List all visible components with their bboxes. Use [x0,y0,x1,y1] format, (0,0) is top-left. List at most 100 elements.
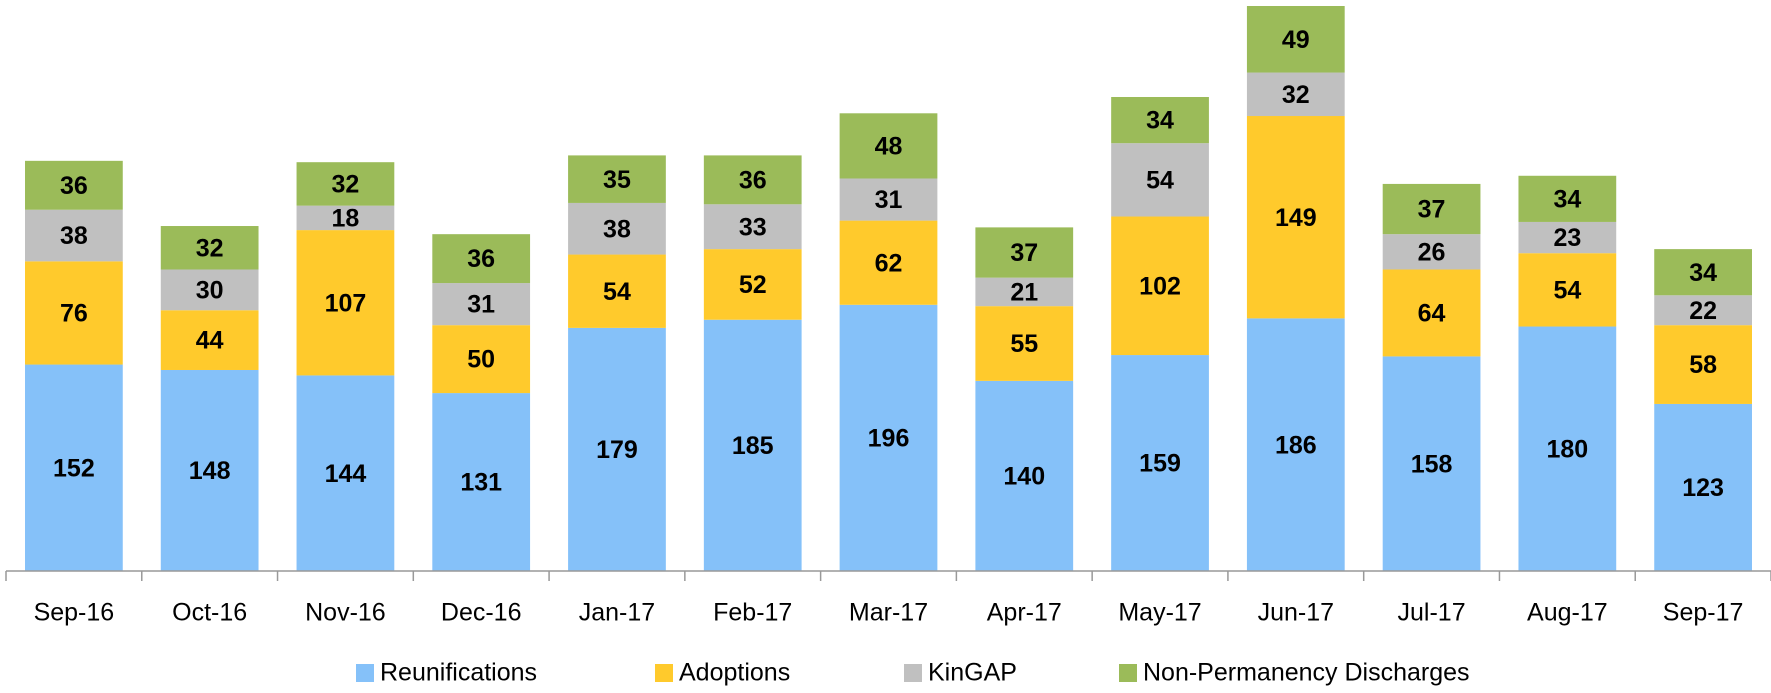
bar-segment [1654,295,1752,326]
data-label: 123 [1682,474,1724,502]
data-label: 152 [53,454,95,482]
x-tick-label: Feb-17 [713,599,792,627]
bar-segment [160,310,259,370]
bar-segment [25,261,123,365]
data-label: 186 [1275,431,1317,459]
data-label: 22 [1689,297,1717,325]
data-label: 54 [1146,166,1174,194]
data-label: 23 [1553,224,1581,252]
data-label: 32 [196,234,224,262]
data-label: 107 [325,289,367,317]
data-label: 149 [1275,204,1317,232]
data-label: 158 [1411,450,1453,478]
data-label: 196 [868,425,910,453]
bar-segment [975,227,1074,278]
bar-segment [839,220,938,305]
bar-segment [432,234,531,284]
bar-segment [1654,249,1752,296]
legend-swatch [904,664,922,682]
bar-segment [296,375,395,571]
bar-segment [1518,221,1617,254]
data-label: 55 [1010,330,1038,358]
bar-segment [1111,143,1209,217]
legend-label: Non-Permanency Discharges [1143,659,1470,687]
data-label: 38 [60,222,88,250]
data-label: 31 [875,186,903,214]
bar-segment [703,319,802,571]
data-label: 26 [1418,238,1446,266]
data-label: 102 [1139,272,1181,300]
data-label: 144 [325,460,367,488]
data-label: 34 [1553,185,1581,213]
legend-label: KinGAP [928,659,1017,687]
data-label: 18 [332,204,360,232]
bar-segment [1518,253,1617,327]
bar-segment [432,325,531,394]
data-label: 159 [1139,450,1181,478]
data-label: 21 [1010,279,1038,307]
bar-segment [568,327,666,571]
bar-segment [568,254,666,328]
data-label: 37 [1010,239,1038,267]
bar-segment [432,393,531,571]
bar-segment [1246,72,1345,117]
bar-segment [25,160,123,210]
data-label: 34 [1689,259,1717,287]
x-tick-label: Sep-16 [34,599,115,627]
bar-segment [1382,356,1481,571]
bar-segment [1246,318,1345,571]
data-label: 179 [596,436,638,464]
bar-segment [296,230,395,376]
x-tick-label: Nov-16 [305,599,386,627]
bar-segment [1111,96,1209,144]
bar-segment [568,155,666,203]
bar-segment [160,226,259,270]
data-label: 35 [603,166,631,194]
data-label: 32 [332,171,360,199]
data-label: 62 [875,249,903,277]
bar-segment [1246,116,1345,319]
legend-swatch [356,664,374,682]
data-label: 52 [739,271,767,299]
bar-segment [25,209,123,262]
data-label: 34 [1146,107,1174,135]
data-label: 180 [1546,435,1588,463]
bar-segment [1382,269,1481,357]
x-tick-label: Jan-17 [579,599,655,627]
bar-segment [25,364,123,571]
bar-segment [1111,216,1209,356]
x-tick-label: Sep-17 [1663,599,1744,627]
x-tick-label: May-17 [1118,599,1201,627]
x-tick-label: Mar-17 [849,599,928,627]
data-label: 49 [1282,26,1310,54]
data-label: 54 [1553,276,1581,304]
bar-segment [1382,234,1481,270]
bar-segment [975,306,1074,381]
bar-segment [160,369,259,571]
data-label: 48 [875,133,903,161]
data-label: 30 [196,276,224,304]
legend-swatch [1119,664,1137,682]
bar-segment [703,204,802,250]
data-label: 54 [603,278,631,306]
bar-segment [1518,175,1617,222]
data-label: 131 [460,469,502,497]
data-label: 36 [467,245,495,273]
x-tick-label: Jul-17 [1398,599,1466,627]
legend-label: Adoptions [679,659,790,687]
bar-segment [1382,183,1481,235]
data-label: 38 [603,215,631,243]
bar-segment [703,155,802,205]
bar-segment [1654,325,1752,404]
bar-segment [1518,326,1617,571]
data-label: 31 [467,291,495,319]
data-label: 50 [467,346,495,374]
data-label: 33 [739,213,767,241]
bar-segment [160,269,259,311]
data-label: 36 [739,166,767,194]
bar-segment [1111,355,1209,571]
legend-label: Reunifications [380,659,537,687]
x-tick-label: Aug-17 [1527,599,1608,627]
x-tick-label: Jun-17 [1258,599,1334,627]
